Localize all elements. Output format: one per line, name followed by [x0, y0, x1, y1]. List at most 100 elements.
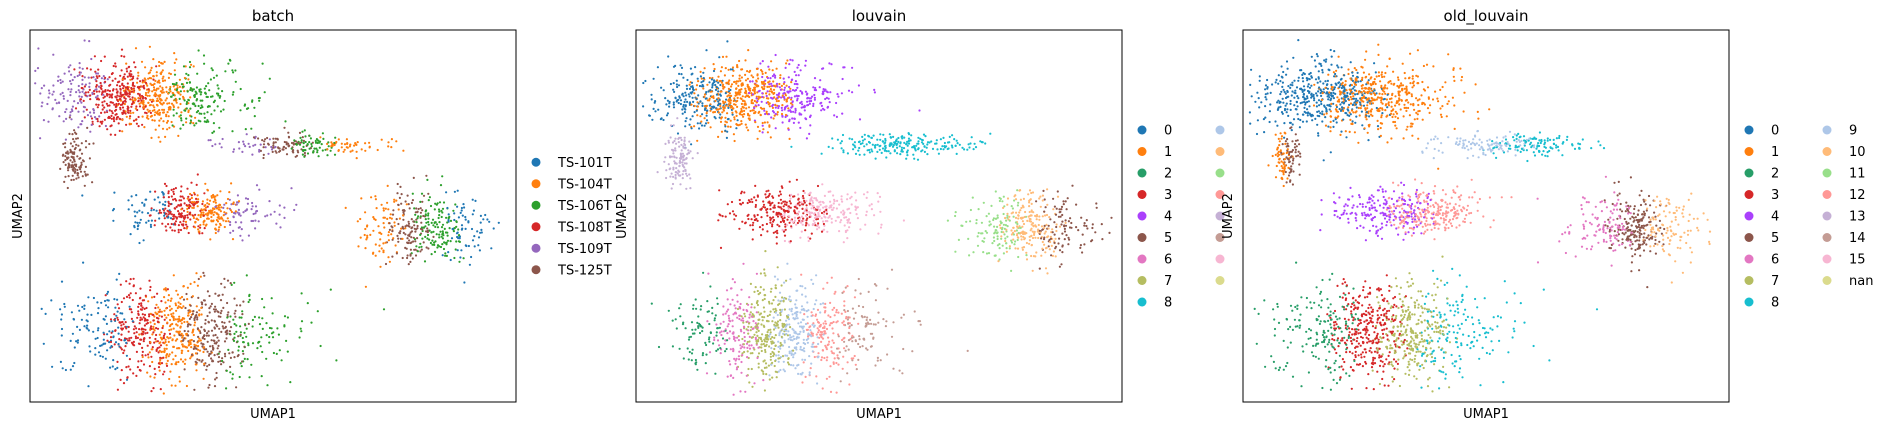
scatter-point: [774, 106, 777, 109]
scatter-point: [190, 181, 193, 184]
scatter-point: [104, 76, 107, 79]
scatter-point: [372, 229, 375, 232]
scatter-point: [718, 56, 721, 59]
scatter-point: [443, 241, 446, 244]
scatter-point: [685, 94, 688, 97]
scatter-point: [433, 208, 436, 211]
scatter-point: [223, 321, 226, 324]
scatter-point: [894, 141, 897, 144]
scatter-point: [1053, 205, 1056, 208]
scatter-point: [124, 325, 127, 328]
scatter-point: [717, 97, 720, 100]
scatter-point: [993, 239, 996, 243]
scatter-point: [121, 130, 124, 133]
scatter-point: [279, 149, 282, 152]
scatter-point: [158, 211, 161, 214]
scatter-point: [178, 78, 181, 81]
scatter-point: [799, 126, 802, 129]
scatter-point: [686, 78, 689, 82]
scatter-point: [278, 213, 281, 216]
scatter-point: [170, 102, 174, 105]
scatter-point: [784, 66, 787, 69]
scatter-point: [183, 227, 186, 230]
scatter-point: [743, 113, 746, 116]
scatter-point: [258, 99, 261, 102]
scatter-point: [283, 315, 287, 318]
scatter-point: [258, 148, 261, 152]
scatter-point: [148, 315, 151, 318]
scatter-point: [233, 332, 236, 335]
scatter-point: [741, 95, 744, 98]
scatter-point: [815, 216, 819, 219]
scatter-point: [141, 115, 144, 118]
scatter-point: [73, 129, 76, 132]
scatter-point: [121, 94, 124, 97]
scatter-point: [419, 250, 422, 253]
scatter-point: [199, 215, 202, 219]
scatter-point: [152, 208, 155, 211]
scatter-point: [143, 319, 146, 322]
scatter-point: [865, 196, 868, 199]
scatter-point: [138, 85, 141, 89]
scatter-point: [132, 100, 135, 104]
scatter-point: [833, 198, 836, 201]
scatter-point: [136, 86, 139, 89]
scatter-point: [111, 209, 115, 212]
scatter-point: [119, 346, 122, 349]
scatter-point: [479, 214, 482, 217]
scatter-point: [300, 292, 303, 295]
scatter-point: [99, 354, 102, 358]
scatter-point: [691, 157, 694, 160]
scatter-point: [416, 210, 419, 213]
scatter-point: [137, 125, 140, 128]
scatter-point: [62, 97, 65, 100]
scatter-point: [177, 106, 180, 109]
scatter-point: [707, 121, 710, 124]
legend-marker: [531, 157, 541, 167]
scatter-point: [152, 319, 155, 322]
scatter-point: [75, 137, 78, 140]
scatter-point: [184, 358, 187, 361]
scatter-point: [187, 78, 190, 81]
scatter-point: [817, 213, 820, 216]
scatter-point: [210, 113, 213, 116]
scatter-point: [804, 59, 808, 62]
scatter-point: [219, 299, 223, 302]
scatter-point: [183, 368, 186, 371]
scatter-point: [345, 138, 348, 141]
scatter-point: [1050, 244, 1053, 247]
scatter-point: [682, 158, 685, 161]
scatter-point: [382, 207, 385, 210]
scatter-point: [414, 211, 417, 214]
scatter-point: [733, 218, 736, 221]
scatter-point: [788, 63, 791, 66]
scatter-point: [436, 226, 440, 229]
scatter-point: [163, 288, 166, 291]
scatter-point: [97, 85, 100, 88]
scatter-point: [214, 205, 217, 209]
scatter-point: [71, 174, 74, 177]
scatter-point: [778, 92, 781, 95]
scatter-point: [190, 346, 193, 349]
scatter-point: [157, 196, 160, 199]
scatter-point: [83, 170, 86, 173]
scatter-point: [788, 137, 791, 140]
scatter-point: [156, 99, 159, 102]
scatter-point: [330, 141, 333, 144]
scatter-point: [61, 91, 64, 94]
legend-label: TS-104T: [557, 177, 612, 192]
scatter-point: [1058, 237, 1061, 240]
scatter-point: [187, 334, 190, 337]
scatter-point: [179, 190, 183, 193]
scatter-point: [206, 365, 209, 368]
scatter-point: [128, 282, 131, 285]
scatter-point: [434, 225, 437, 228]
scatter-point: [1065, 234, 1068, 237]
scatter-point: [732, 99, 735, 103]
scatter-point: [183, 317, 186, 320]
scatter-point: [59, 308, 62, 311]
scatter-point: [996, 235, 999, 238]
scatter-point: [282, 145, 286, 148]
scatter-point: [128, 72, 131, 75]
scatter-point: [334, 136, 337, 139]
